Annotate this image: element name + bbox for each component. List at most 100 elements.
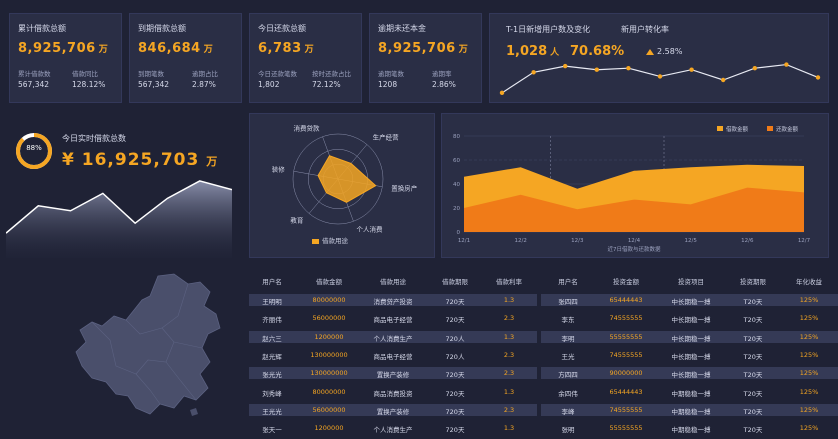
kpi-sub-label: 到期笔数 xyxy=(138,70,164,78)
table-cell: 张明 xyxy=(561,426,575,435)
table-cell: 1.3 xyxy=(503,424,515,433)
table-cell: 125% xyxy=(799,296,819,304)
table-cell: T20天 xyxy=(743,316,763,325)
table-cell: 王光光 xyxy=(262,407,282,416)
kpi-title: 逾期未还本金 xyxy=(378,24,426,33)
table-header: 投资项目 xyxy=(678,278,704,286)
kpi-sub-value: 1,802 xyxy=(258,80,280,89)
table-cell: 中长期稳一搏 xyxy=(671,298,711,306)
table-cell: 2.3 xyxy=(503,369,515,378)
table-cell: T20天 xyxy=(743,389,763,398)
legend-label: 还款金额 xyxy=(776,125,799,133)
table-row[interactable] xyxy=(541,294,838,306)
table-row[interactable] xyxy=(249,367,537,380)
table-cell: 中长期稳一搏 xyxy=(671,371,711,380)
kpi-card-today-repayment: 今日还款总额 6,783 万 今日还款笔数 按时还款占比 1,802 72.12% xyxy=(249,13,362,103)
table-cell: 张四四 xyxy=(558,298,578,306)
kpi-title: 到期借款总额 xyxy=(138,24,186,33)
radar-ring xyxy=(292,133,384,225)
table-row[interactable] xyxy=(541,367,838,380)
radar-axis-label: 个人消费 xyxy=(357,225,384,234)
kpi-sub-label: 逾期笔数 xyxy=(378,70,404,78)
table-cell: 齐丽伟 xyxy=(262,316,282,325)
table-row[interactable] xyxy=(541,330,838,343)
kpi-sub-value: 1208 xyxy=(378,80,398,89)
table-cell: 中长期稳一搏 xyxy=(671,352,711,361)
table-header: 借款期限 xyxy=(442,278,468,286)
table-cell: T20天 xyxy=(743,334,763,343)
table-cell: T20天 xyxy=(743,426,763,435)
table-cell: 商品消费投资 xyxy=(373,389,413,398)
table-cell: T20天 xyxy=(743,352,763,361)
table-cell: 2.3 xyxy=(503,314,515,323)
kpi-sub-value: 567,342 xyxy=(18,80,50,89)
table-cell: 55555555 xyxy=(609,332,643,341)
table-cell: 65444443 xyxy=(609,387,643,396)
kpi-value: 8,925,706 万 xyxy=(378,41,469,56)
radar-axis-label: 教育 xyxy=(290,215,304,224)
table-cell: 李明 xyxy=(561,334,575,343)
table-cell: 56000000 xyxy=(312,314,346,323)
kpi-sub-label: 按时还款占比 xyxy=(312,70,351,78)
kpi-sub-value: 72.12% xyxy=(312,80,341,89)
loan-table: 用户名 借款金额 借款用途 借款期限 借款利率 王明明 80000000 消费贷产投资 720天… xyxy=(249,272,537,439)
table-cell: 56000000 xyxy=(312,405,346,414)
table-cell: 张光光 xyxy=(262,371,282,380)
trend-point xyxy=(689,67,694,72)
table-cell: 个人消费生产 xyxy=(373,334,413,343)
table-cell: 1.3 xyxy=(503,387,515,396)
table-row[interactable] xyxy=(541,403,838,416)
x-tick-label: 12/7 xyxy=(798,238,811,244)
table-cell: 90000000 xyxy=(609,369,643,378)
radar-legend: 借款用途 xyxy=(312,235,348,245)
table-cell: 125% xyxy=(799,332,819,341)
x-tick-label: 12/3 xyxy=(571,238,584,244)
kpi-sub-label: 借款同比 xyxy=(72,70,98,78)
kpi-value: 6,783 万 xyxy=(258,41,315,56)
table-cell: 刘秀峰 xyxy=(262,389,282,398)
table-header: 投资期限 xyxy=(740,278,766,286)
new-users-value: 1,028 人 xyxy=(506,44,560,59)
kpi-sub-label: 逾期率 xyxy=(432,70,452,78)
table-cell: 80000000 xyxy=(312,387,346,396)
table-header: 用户名 xyxy=(558,278,578,286)
radar-axis-label: 生产经营 xyxy=(373,133,400,142)
loan-purpose-radar-panel: 消费贷款 生产经营 置换房产 个人消费 教育 装修 借款用途 xyxy=(249,113,435,258)
loan-repay-chart-panel: 0 20 40 60 80 12/1 12/2 12/3 12/4 12/5 12/6 12/7 近7日… xyxy=(441,113,829,258)
kpi-sub-value: 2.87% xyxy=(192,80,216,89)
table-cell: 2.3 xyxy=(503,350,515,359)
table-cell: 55555555 xyxy=(609,424,643,433)
kpi-card-due-loans: 到期借款总额 846,684 万 到期笔数 逾期占比 567,342 2.87% xyxy=(129,13,242,103)
table-cell: 125% xyxy=(799,350,819,359)
progress-percent: 88% xyxy=(26,144,42,152)
area-line xyxy=(6,180,232,234)
table-cell: 余四伟 xyxy=(558,389,578,398)
table-cell: 74555555 xyxy=(609,350,643,359)
table-cell: 置换产装修 xyxy=(376,371,410,380)
kpi-sub-value: 128.12% xyxy=(72,80,106,89)
trend-point xyxy=(752,65,757,71)
table-row[interactable] xyxy=(249,330,537,343)
table-cell: 125% xyxy=(799,387,819,396)
today-total-amount: ¥ 16,925,703 万 xyxy=(62,150,219,170)
table-cell: T20天 xyxy=(743,407,763,416)
trend-point xyxy=(815,75,821,80)
series-area-1 xyxy=(464,187,804,232)
x-axis-label: 近7日借款与还款数据 xyxy=(608,245,661,253)
table-row[interactable] xyxy=(249,403,537,416)
trend-point xyxy=(499,90,505,96)
table-cell: 720人 xyxy=(445,334,465,343)
china-map xyxy=(75,273,221,416)
kpi-sub-label: 累计借款数 xyxy=(18,70,51,78)
table-cell: T20天 xyxy=(743,298,763,306)
table-cell: 720天 xyxy=(445,371,465,380)
legend-swatch xyxy=(767,126,773,131)
trend-point xyxy=(784,62,789,67)
trend-point xyxy=(657,74,663,79)
radar-axis-label: 置换房产 xyxy=(391,183,418,192)
table-cell: 74555555 xyxy=(609,405,643,414)
table-row[interactable] xyxy=(249,294,537,306)
trend-point xyxy=(563,63,568,69)
kpi-value: 8,925,706 万 xyxy=(18,41,109,56)
table-cell: 中长期稳一搏 xyxy=(671,316,711,325)
